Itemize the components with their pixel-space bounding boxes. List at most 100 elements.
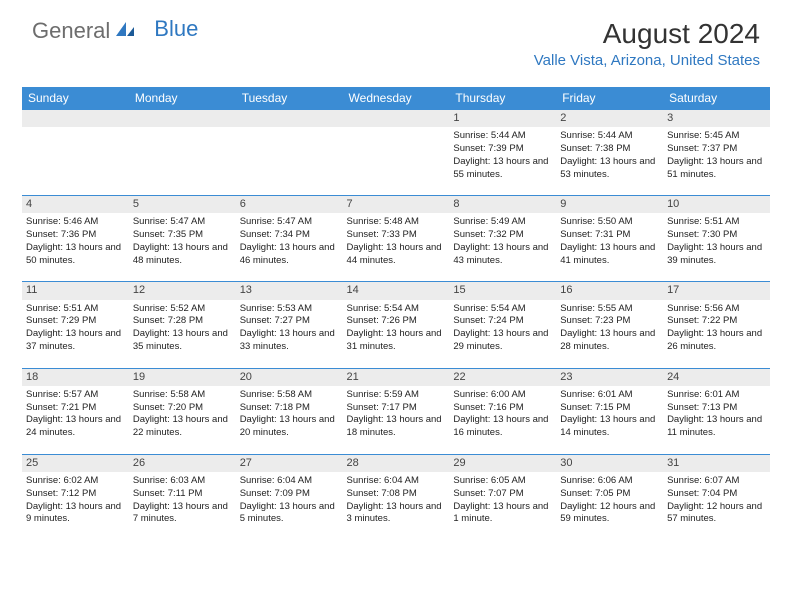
calendar-day-empty [236,110,343,196]
day-info: Sunrise: 5:49 AMSunset: 7:32 PMDaylight:… [449,213,556,281]
sunrise-text: Sunrise: 5:45 AM [667,130,766,143]
day-header: Tuesday [236,87,343,110]
sunset-text: Sunset: 7:21 PM [26,402,125,415]
daylight-text: Daylight: 13 hours and 22 minutes. [133,414,232,440]
sunset-text: Sunset: 7:15 PM [560,402,659,415]
day-number: 13 [236,282,343,299]
day-header: Friday [556,87,663,110]
daylight-text: Daylight: 13 hours and 24 minutes. [26,414,125,440]
calendar-day: 4Sunrise: 5:46 AMSunset: 7:36 PMDaylight… [22,196,129,282]
calendar-day: 6Sunrise: 5:47 AMSunset: 7:34 PMDaylight… [236,196,343,282]
sunrise-text: Sunrise: 5:51 AM [667,216,766,229]
sunrise-text: Sunrise: 5:48 AM [347,216,446,229]
daylight-text: Daylight: 13 hours and 43 minutes. [453,242,552,268]
calendar-header-row: SundayMondayTuesdayWednesdayThursdayFrid… [22,87,770,110]
day-number: 2 [556,110,663,127]
calendar-day: 29Sunrise: 6:05 AMSunset: 7:07 PMDayligh… [449,454,556,540]
daylight-text: Daylight: 12 hours and 57 minutes. [667,501,766,527]
day-number: 5 [129,196,236,213]
day-info: Sunrise: 5:45 AMSunset: 7:37 PMDaylight:… [663,127,770,195]
day-info: Sunrise: 5:47 AMSunset: 7:34 PMDaylight:… [236,213,343,281]
calendar-week: 18Sunrise: 5:57 AMSunset: 7:21 PMDayligh… [22,368,770,454]
sunset-text: Sunset: 7:28 PM [133,315,232,328]
day-header: Wednesday [343,87,450,110]
daylight-text: Daylight: 13 hours and 53 minutes. [560,156,659,182]
calendar-day-empty [343,110,450,196]
sunset-text: Sunset: 7:11 PM [133,488,232,501]
day-number: 31 [663,455,770,472]
day-info: Sunrise: 5:55 AMSunset: 7:23 PMDaylight:… [556,300,663,368]
sunset-text: Sunset: 7:32 PM [453,229,552,242]
sunrise-text: Sunrise: 5:55 AM [560,303,659,316]
day-number: 17 [663,282,770,299]
sunrise-text: Sunrise: 6:01 AM [667,389,766,402]
brand-blue: Blue [154,16,198,42]
daylight-text: Daylight: 13 hours and 1 minute. [453,501,552,527]
daylight-text: Daylight: 13 hours and 33 minutes. [240,328,339,354]
day-number: 6 [236,196,343,213]
day-info: Sunrise: 6:07 AMSunset: 7:04 PMDaylight:… [663,472,770,540]
calendar-week: 1Sunrise: 5:44 AMSunset: 7:39 PMDaylight… [22,110,770,196]
sunrise-text: Sunrise: 6:03 AM [133,475,232,488]
page-title: August 2024 [534,18,760,50]
sunset-text: Sunset: 7:05 PM [560,488,659,501]
daylight-text: Daylight: 13 hours and 39 minutes. [667,242,766,268]
day-number: 16 [556,282,663,299]
sunset-text: Sunset: 7:37 PM [667,143,766,156]
daylight-text: Daylight: 13 hours and 11 minutes. [667,414,766,440]
brand-logo: General Blue [32,18,198,44]
day-info: Sunrise: 5:46 AMSunset: 7:36 PMDaylight:… [22,213,129,281]
sunrise-text: Sunrise: 6:04 AM [347,475,446,488]
day-number [22,110,129,127]
calendar-day: 24Sunrise: 6:01 AMSunset: 7:13 PMDayligh… [663,368,770,454]
sunset-text: Sunset: 7:23 PM [560,315,659,328]
day-number: 21 [343,369,450,386]
calendar-day: 17Sunrise: 5:56 AMSunset: 7:22 PMDayligh… [663,282,770,368]
day-number: 8 [449,196,556,213]
calendar-day: 27Sunrise: 6:04 AMSunset: 7:09 PMDayligh… [236,454,343,540]
day-number: 3 [663,110,770,127]
calendar-day: 22Sunrise: 6:00 AMSunset: 7:16 PMDayligh… [449,368,556,454]
day-header: Thursday [449,87,556,110]
sunset-text: Sunset: 7:30 PM [667,229,766,242]
calendar-day: 10Sunrise: 5:51 AMSunset: 7:30 PMDayligh… [663,196,770,282]
daylight-text: Daylight: 13 hours and 55 minutes. [453,156,552,182]
day-number: 22 [449,369,556,386]
day-info: Sunrise: 5:53 AMSunset: 7:27 PMDaylight:… [236,300,343,368]
daylight-text: Daylight: 13 hours and 28 minutes. [560,328,659,354]
calendar-day: 31Sunrise: 6:07 AMSunset: 7:04 PMDayligh… [663,454,770,540]
daylight-text: Daylight: 13 hours and 3 minutes. [347,501,446,527]
day-number [129,110,236,127]
day-number: 18 [22,369,129,386]
daylight-text: Daylight: 13 hours and 16 minutes. [453,414,552,440]
daylight-text: Daylight: 13 hours and 37 minutes. [26,328,125,354]
calendar-day: 8Sunrise: 5:49 AMSunset: 7:32 PMDaylight… [449,196,556,282]
day-info: Sunrise: 6:04 AMSunset: 7:09 PMDaylight:… [236,472,343,540]
calendar-day: 25Sunrise: 6:02 AMSunset: 7:12 PMDayligh… [22,454,129,540]
sunset-text: Sunset: 7:33 PM [347,229,446,242]
calendar-week: 11Sunrise: 5:51 AMSunset: 7:29 PMDayligh… [22,282,770,368]
day-info: Sunrise: 6:02 AMSunset: 7:12 PMDaylight:… [22,472,129,540]
daylight-text: Daylight: 13 hours and 26 minutes. [667,328,766,354]
calendar-day: 11Sunrise: 5:51 AMSunset: 7:29 PMDayligh… [22,282,129,368]
sunset-text: Sunset: 7:16 PM [453,402,552,415]
sunrise-text: Sunrise: 5:46 AM [26,216,125,229]
sunrise-text: Sunrise: 6:01 AM [560,389,659,402]
sunrise-text: Sunrise: 6:04 AM [240,475,339,488]
day-info [129,127,236,195]
sunrise-text: Sunrise: 5:58 AM [240,389,339,402]
calendar-day: 20Sunrise: 5:58 AMSunset: 7:18 PMDayligh… [236,368,343,454]
day-header: Monday [129,87,236,110]
calendar-day: 15Sunrise: 5:54 AMSunset: 7:24 PMDayligh… [449,282,556,368]
day-info: Sunrise: 5:48 AMSunset: 7:33 PMDaylight:… [343,213,450,281]
calendar-day: 3Sunrise: 5:45 AMSunset: 7:37 PMDaylight… [663,110,770,196]
day-info: Sunrise: 5:44 AMSunset: 7:38 PMDaylight:… [556,127,663,195]
location-subtitle: Valle Vista, Arizona, United States [534,52,760,69]
title-block: August 2024 Valle Vista, Arizona, United… [534,18,760,69]
day-number [236,110,343,127]
day-number: 9 [556,196,663,213]
calendar-day: 18Sunrise: 5:57 AMSunset: 7:21 PMDayligh… [22,368,129,454]
calendar-day: 16Sunrise: 5:55 AMSunset: 7:23 PMDayligh… [556,282,663,368]
sunset-text: Sunset: 7:24 PM [453,315,552,328]
sunset-text: Sunset: 7:12 PM [26,488,125,501]
